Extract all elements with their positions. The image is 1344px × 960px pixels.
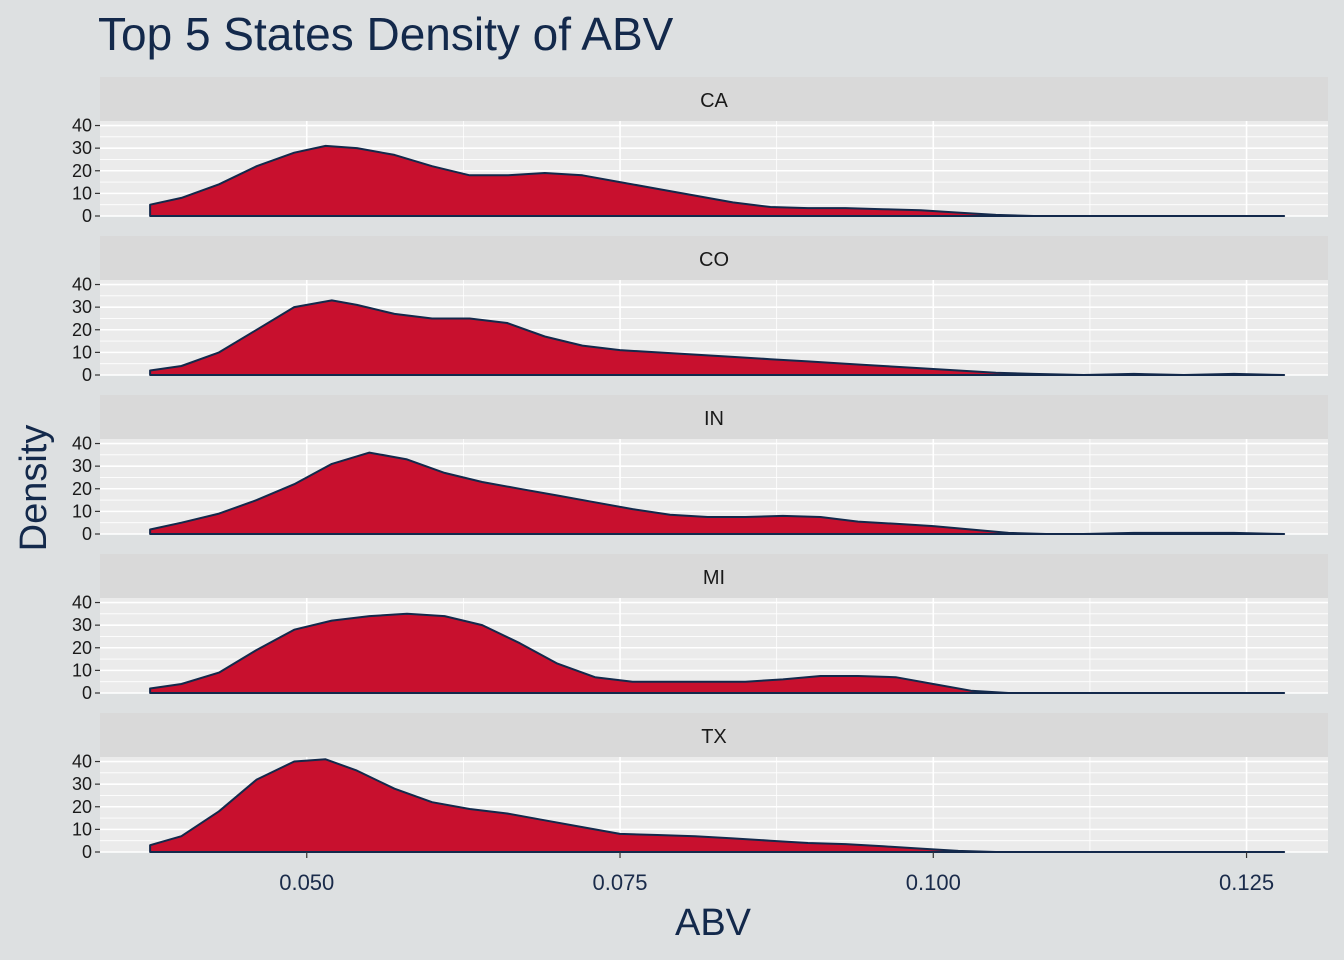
strip-in	[100, 395, 1328, 439]
x-tick-label: 0.100	[906, 870, 961, 895]
strip-label-ca: CA	[700, 90, 728, 112]
density-area-in	[149, 451, 1286, 535]
y-tick-label: 0	[82, 842, 92, 862]
x-axis: 0.050 0.075 0.100 0.125	[279, 852, 1274, 895]
y-tick-label: 40	[72, 275, 92, 295]
y-tick-label: 0	[82, 206, 92, 226]
strip-co	[100, 236, 1328, 280]
y-tick-label: 0	[82, 365, 92, 385]
y-tick-label: 20	[72, 638, 92, 658]
y-tick-label: 10	[72, 183, 92, 203]
facet-panels: CA010203040CO010203040IN010203040MI01020…	[72, 77, 1328, 862]
y-tick-label: 10	[72, 660, 92, 680]
y-tick-label: 20	[72, 797, 92, 817]
y-tick-label: 10	[72, 819, 92, 839]
y-tick-label: 30	[72, 456, 92, 476]
strip-mi	[100, 554, 1328, 598]
y-tick-label: 30	[72, 615, 92, 635]
y-tick-label: 20	[72, 479, 92, 499]
density-area-co	[149, 299, 1286, 376]
y-tick-label: 40	[72, 434, 92, 454]
density-area-tx	[149, 758, 1286, 853]
y-tick-label: 0	[82, 683, 92, 703]
x-tick-label: 0.075	[592, 870, 647, 895]
x-tick-label: 0.050	[279, 870, 334, 895]
y-tick-label: 40	[72, 116, 92, 136]
strip-label-in: IN	[704, 408, 724, 430]
y-axis-title: Density	[13, 425, 55, 552]
chart-title: Top 5 States Density of ABV	[98, 8, 674, 60]
strip-label-tx: TX	[701, 726, 727, 748]
y-tick-label: 0	[82, 524, 92, 544]
x-tick-label: 0.125	[1219, 870, 1274, 895]
y-tick-label: 30	[72, 774, 92, 794]
y-tick-label: 30	[72, 297, 92, 317]
density-area-mi	[149, 612, 1286, 694]
y-tick-label: 40	[72, 752, 92, 772]
y-tick-label: 10	[72, 501, 92, 521]
y-tick-label: 30	[72, 138, 92, 158]
strip-tx	[100, 713, 1328, 757]
y-tick-label: 10	[72, 342, 92, 362]
y-tick-label: 40	[72, 593, 92, 613]
x-axis-title: ABV	[675, 902, 752, 944]
strip-label-co: CO	[699, 249, 729, 271]
y-tick-label: 20	[72, 320, 92, 340]
strip-label-mi: MI	[703, 567, 725, 589]
density-area-ca	[149, 144, 1286, 217]
strip-ca	[100, 77, 1328, 121]
y-tick-label: 20	[72, 161, 92, 181]
